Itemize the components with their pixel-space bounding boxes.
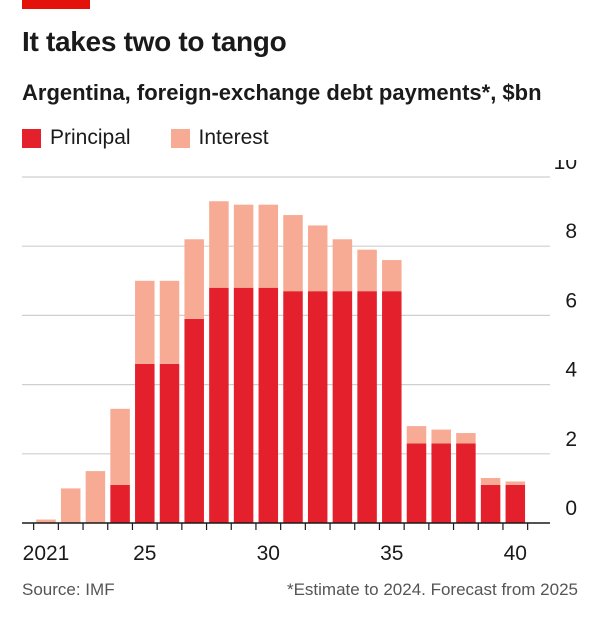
bar-interest-2033 [332,239,353,292]
bar-interest-2023 [85,471,106,523]
bar-interest-2031 [283,215,303,292]
y-tick-label-2: 2 [565,428,577,451]
bar-interest-2026 [159,280,180,364]
bar-principal-2039 [480,484,501,523]
y-tick-label-6: 6 [565,289,577,312]
bar-principal-2026 [159,363,180,523]
bar-interest-2040 [505,481,526,485]
brand-accent-bar [22,0,90,9]
bar-principal-2037 [431,443,451,523]
bar-interest-2038 [456,433,476,444]
bar-principal-2035 [382,291,402,523]
bar-principal-2031 [283,291,303,523]
legend-swatch-interest [170,128,190,148]
bar-interest-2034 [357,249,377,292]
bar-interest-2039 [480,478,501,485]
bar-principal-2034 [357,291,377,523]
source-note: Source: IMF [22,580,115,599]
x-tick-label-40: 40 [504,542,527,565]
bar-interest-2036 [406,426,427,444]
x-tick-label-25: 25 [133,542,156,565]
chart-subtitle: Argentina, foreign-exchange debt payment… [22,80,542,105]
bar-interest-2028 [209,201,229,288]
x-tick-label-2021: 2021 [23,542,70,565]
bar-chart: 0 2 4 6 8 10 2021 25 30 35 40 [22,160,577,565]
legend: Principal Interest [22,126,309,150]
legend-label-interest: Interest [198,126,269,149]
y-tick-label-10: 10 [554,160,577,174]
bar-principal-2030 [258,287,279,523]
legend-item-interest: Interest [170,126,269,150]
bar-principal-2032 [307,291,328,523]
bar-principal-2025 [135,363,155,523]
y-tick-label-8: 8 [565,220,577,243]
y-tick-label-0: 0 [565,497,577,520]
forecast-note: *Estimate to 2024. Forecast from 2025 [286,580,578,599]
bar-principal-2036 [406,443,427,523]
bar-principal-2038 [456,443,476,523]
legend-label-principal: Principal [50,126,131,149]
bar-interest-2022 [60,488,81,523]
bar-principal-2029 [233,287,254,523]
bar-interest-2021 [36,519,56,523]
bar-interest-2030 [258,204,279,288]
bar-interest-2037 [431,429,451,444]
bar-interest-2024 [110,408,130,485]
chart-title: It takes two to tango [22,26,287,57]
bar-principal-2024 [110,484,130,523]
y-tick-label-4: 4 [565,359,577,382]
bar-interest-2025 [135,280,155,364]
bar-interest-2027 [184,239,204,319]
bar-interest-2032 [307,225,328,292]
bar-principal-2028 [209,287,229,523]
x-tick-label-35: 35 [380,542,403,565]
bar-interest-2035 [382,260,402,292]
bar-principal-2040 [505,484,526,523]
legend-swatch-principal [22,128,41,148]
bar-principal-2027 [184,318,204,523]
bar-principal-2033 [332,291,353,523]
bar-interest-2029 [233,204,254,288]
x-tick-label-30: 30 [257,542,280,565]
legend-item-principal: Principal [22,126,131,150]
